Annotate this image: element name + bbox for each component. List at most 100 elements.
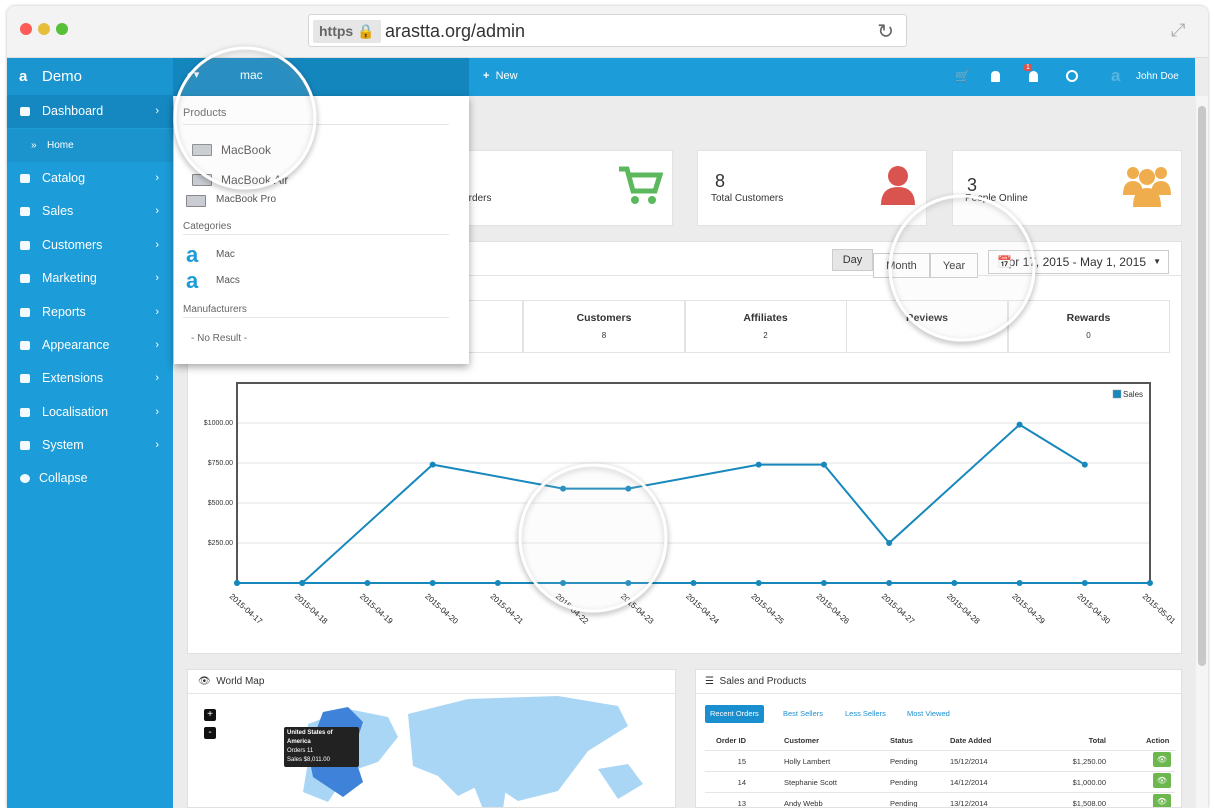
no-result: - No Result - xyxy=(191,333,248,344)
menu-label: Extensions xyxy=(42,371,104,386)
menu-item[interactable]: › Sales xyxy=(7,195,173,228)
user-name[interactable]: John Doe xyxy=(1136,71,1179,82)
maximize-button[interactable] xyxy=(56,23,68,35)
cart-icon xyxy=(619,166,663,204)
stat-label: Total Customers xyxy=(711,193,784,204)
group-heading: Manufacturers xyxy=(183,304,247,315)
minimize-button[interactable] xyxy=(38,23,50,35)
search-area: ‹ ▾ mac xyxy=(173,58,469,96)
column-header: Order ID xyxy=(715,736,746,745)
view-button[interactable]: 👁 xyxy=(1153,773,1171,788)
menu-label: System xyxy=(42,438,84,453)
cart-icon[interactable]: 🛒 xyxy=(955,69,970,83)
summary-cell: Customers 8 xyxy=(523,300,685,353)
menu-label: Home xyxy=(47,140,74,151)
zoom-out[interactable]: - xyxy=(204,727,216,739)
menu-item[interactable]: › Localisation xyxy=(7,396,173,429)
table-cell: 15 xyxy=(737,757,746,766)
menu-item[interactable]: Dashboard › xyxy=(7,95,173,128)
column-header: Date Added xyxy=(950,736,992,745)
reload-icon[interactable]: ↻ xyxy=(877,21,894,43)
table-cell: 14/12/2014 xyxy=(950,778,988,787)
menu-item[interactable]: › Appearance xyxy=(7,329,173,362)
column-header: Status xyxy=(890,736,913,745)
search-dropdown: Products MacBook MacBook Air MacBook Pro a M… xyxy=(174,96,469,364)
range-button[interactable]: Day xyxy=(832,249,873,271)
stat-label: People Online xyxy=(965,193,1028,204)
product-result[interactable]: MacBook xyxy=(221,143,272,157)
notification-badge: 1 xyxy=(1024,64,1032,71)
column-header: Total xyxy=(1088,736,1106,745)
summary-label: Reviews xyxy=(905,312,949,324)
stat-card: 3 People Online xyxy=(952,150,1182,226)
people-icon xyxy=(1123,167,1171,207)
brand-text: Demo xyxy=(42,68,83,85)
submenu-item[interactable]: » Home xyxy=(7,129,173,162)
zoom-in[interactable]: + xyxy=(204,709,216,721)
column-header: Customer xyxy=(784,736,820,745)
panel-title: Sales and Products xyxy=(719,676,807,687)
search-caret[interactable]: ‹ ▾ xyxy=(187,69,200,81)
menu-label: Sales xyxy=(42,204,74,219)
menu-item[interactable]: › Extensions xyxy=(7,362,173,395)
row-divider xyxy=(705,771,1175,772)
user-icon[interactable] xyxy=(991,71,1000,82)
tab[interactable]: Best Sellers xyxy=(783,709,824,718)
tab[interactable]: Recent Orders xyxy=(705,705,764,723)
menu-label: Localisation xyxy=(42,404,109,419)
summary-value: 8 xyxy=(601,331,607,340)
address-bar[interactable]: https 🔒 arastta.org/admin ↻ xyxy=(308,14,907,47)
menu-item[interactable]: › Catalog xyxy=(7,162,173,195)
product-result[interactable]: MacBook Air xyxy=(221,173,289,187)
brand[interactable]: a Demo xyxy=(7,58,173,96)
menu-item[interactable]: › Marketing xyxy=(7,262,173,295)
bell-icon[interactable] xyxy=(1029,71,1038,82)
new-button[interactable]: + New xyxy=(483,70,518,82)
table-cell: $1,508.00 xyxy=(1072,799,1106,808)
summary-cell: Rewards 0 xyxy=(1007,300,1170,353)
row-divider xyxy=(705,750,1175,751)
view-button[interactable]: 👁 xyxy=(1153,752,1171,767)
expand-icon[interactable]: ⤢ xyxy=(1171,20,1186,40)
product-thumb xyxy=(186,195,206,207)
category-logo: a xyxy=(186,242,199,267)
world-map-panel: 👁 World Map + - United States of America… xyxy=(187,669,676,808)
stat-card: 8 Total Customers xyxy=(697,150,927,226)
product-thumb xyxy=(192,174,212,186)
collapse[interactable]: Collapse xyxy=(7,462,173,495)
scrollbar xyxy=(1196,96,1208,808)
sidebar: a Demo Dashboard › » Home › Catalog › Sales › Cu… xyxy=(7,58,173,808)
category-result[interactable]: Mac xyxy=(216,249,235,260)
category-result[interactable]: Macs xyxy=(216,275,240,286)
sales-products-panel: ☰ Sales and Products Recent Orders Best S… xyxy=(695,669,1182,808)
table-cell: 13 xyxy=(737,799,746,808)
search-input[interactable]: mac xyxy=(240,68,263,82)
menu-item[interactable]: › System xyxy=(7,429,173,462)
table-cell: 14 xyxy=(737,778,746,787)
menu-item[interactable]: › Reports xyxy=(7,296,173,329)
menu-label: Catalog xyxy=(42,171,86,185)
product-result[interactable]: MacBook Pro xyxy=(216,194,277,205)
close-button[interactable] xyxy=(20,23,32,35)
date-range-picker[interactable]: 📅 Apr 17, 2015 - May 1, 2015 ▼ xyxy=(988,250,1169,274)
world-map xyxy=(303,696,643,807)
tab[interactable]: Less Sellers xyxy=(845,709,886,718)
stat-value: 8 xyxy=(715,171,726,191)
customer-icon xyxy=(881,166,915,205)
summary-label: Customers xyxy=(576,312,632,324)
summary-value: 2 xyxy=(763,331,768,340)
table-cell: 15/12/2014 xyxy=(950,757,988,766)
protocol-text: https xyxy=(319,23,354,39)
range-button[interactable]: Month xyxy=(873,253,930,278)
view-button[interactable]: 👁 xyxy=(1153,794,1171,807)
table-cell: Pending xyxy=(890,799,918,808)
help-icon[interactable] xyxy=(1066,70,1078,82)
map-tooltip: United States of America Orders 11 Sales $… xyxy=(284,727,359,767)
tab[interactable]: Most Viewed xyxy=(907,709,950,718)
summary-cell: Reviews xyxy=(846,300,1008,353)
range-button[interactable]: Year xyxy=(930,253,978,278)
menu-item[interactable]: › Customers xyxy=(7,229,173,262)
row-divider xyxy=(705,792,1175,793)
tooltip-country: United States of America xyxy=(287,730,333,745)
tooltip-orders: Orders 11 xyxy=(287,748,314,754)
